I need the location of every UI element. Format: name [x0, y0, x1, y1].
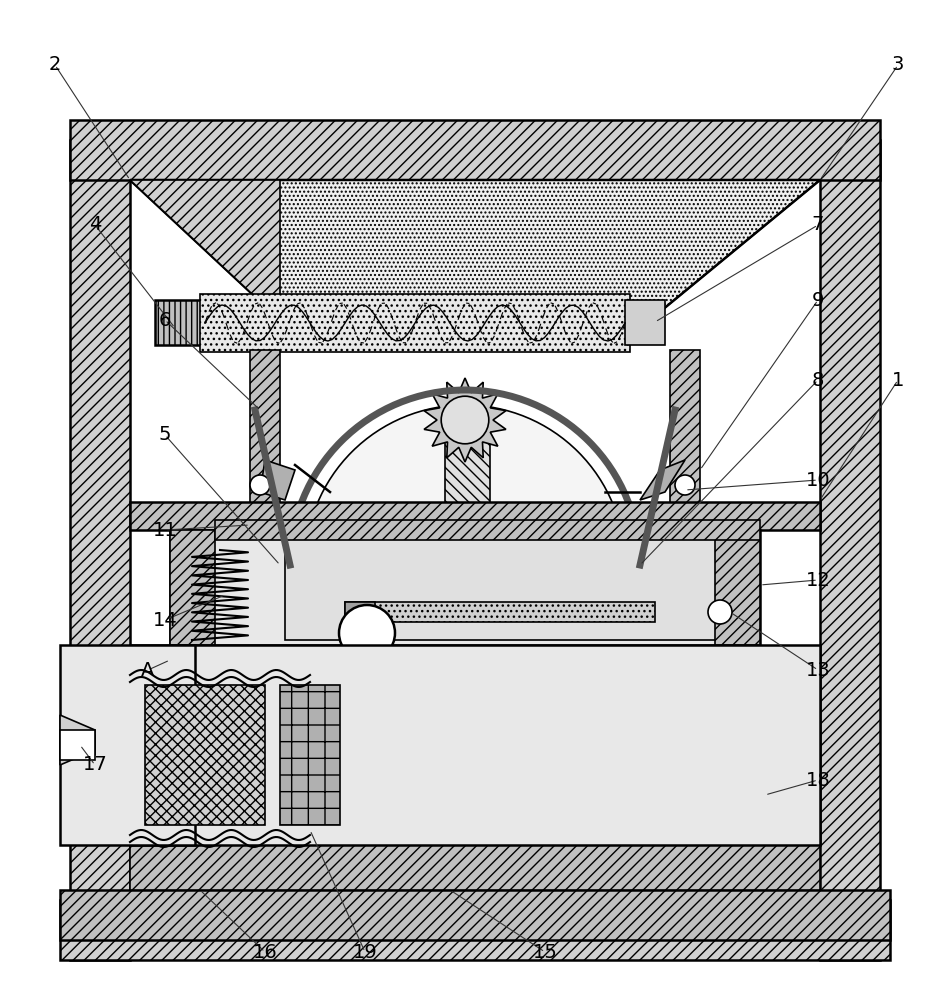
Polygon shape — [650, 180, 820, 320]
Text: 7: 7 — [812, 216, 824, 234]
Text: 2: 2 — [49, 55, 61, 75]
Polygon shape — [424, 668, 506, 752]
Polygon shape — [424, 378, 506, 462]
Polygon shape — [130, 180, 280, 320]
Text: 15: 15 — [532, 942, 558, 962]
Text: 10: 10 — [805, 471, 830, 489]
Text: 13: 13 — [805, 660, 830, 680]
Bar — [145, 685, 265, 825]
Bar — [60, 730, 95, 760]
Circle shape — [591, 541, 639, 589]
Circle shape — [291, 541, 339, 589]
Bar — [820, 140, 880, 960]
Text: 14: 14 — [152, 610, 177, 630]
Circle shape — [441, 686, 488, 734]
Bar — [130, 840, 820, 890]
Text: 4: 4 — [89, 216, 101, 234]
Text: 8: 8 — [812, 370, 824, 389]
Polygon shape — [274, 523, 356, 607]
Text: 17: 17 — [83, 756, 108, 774]
Circle shape — [250, 475, 270, 495]
Text: 19: 19 — [352, 942, 377, 962]
Bar — [70, 140, 130, 960]
Text: A: A — [141, 660, 154, 680]
Text: 12: 12 — [805, 570, 830, 589]
Text: 11: 11 — [152, 520, 177, 540]
Bar — [215, 520, 760, 540]
Bar — [285, 535, 745, 640]
Text: 5: 5 — [159, 426, 171, 444]
Text: 3: 3 — [892, 55, 904, 75]
Text: 1: 1 — [892, 370, 904, 389]
Bar — [70, 120, 880, 180]
Text: 16: 16 — [252, 942, 277, 962]
Bar — [130, 502, 820, 530]
Text: 9: 9 — [812, 290, 824, 310]
Polygon shape — [574, 523, 656, 607]
Text: 6: 6 — [159, 310, 171, 330]
Bar — [670, 350, 700, 510]
Bar — [345, 602, 655, 622]
Bar — [60, 890, 890, 940]
Bar — [155, 300, 205, 345]
Bar — [345, 602, 375, 622]
Bar — [445, 400, 490, 730]
Bar — [250, 350, 280, 510]
Circle shape — [708, 600, 732, 624]
Bar — [625, 300, 665, 345]
Bar — [60, 645, 195, 845]
Bar — [170, 530, 215, 645]
Bar — [130, 645, 820, 845]
Bar — [280, 685, 340, 825]
Circle shape — [339, 605, 395, 661]
Polygon shape — [260, 460, 295, 500]
Circle shape — [437, 537, 493, 593]
Circle shape — [441, 396, 488, 444]
Bar — [60, 900, 890, 960]
Circle shape — [675, 475, 695, 495]
Bar — [715, 530, 760, 645]
Polygon shape — [60, 715, 95, 765]
Polygon shape — [640, 460, 685, 500]
Polygon shape — [60, 735, 95, 755]
Bar — [200, 294, 630, 352]
Circle shape — [305, 405, 625, 725]
Bar — [310, 540, 620, 585]
Text: 18: 18 — [805, 770, 830, 790]
Bar — [170, 530, 760, 645]
Polygon shape — [130, 180, 820, 320]
